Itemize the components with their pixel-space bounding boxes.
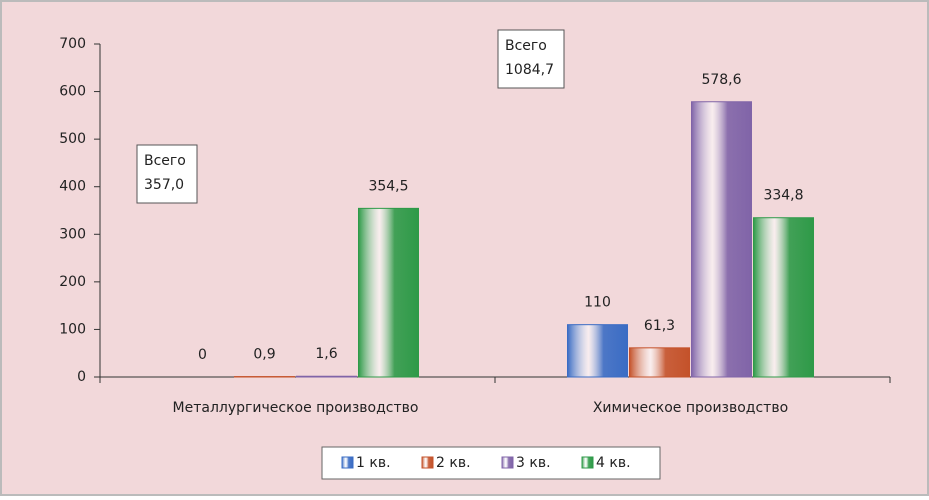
y-tick-label: 400 <box>59 179 86 195</box>
x-tick-label: Металлургическое производство <box>173 400 419 416</box>
bar <box>568 325 628 377</box>
data-label: 578,6 <box>701 72 741 88</box>
data-label: 61,3 <box>644 318 675 334</box>
y-tick-label: 200 <box>59 274 86 290</box>
bar <box>630 348 690 377</box>
data-label: 1,6 <box>315 346 337 362</box>
legend-swatch <box>502 457 513 468</box>
legend-swatch <box>342 457 353 468</box>
x-tick-label: Химическое производство <box>593 400 788 416</box>
annotation-text: 357,0 <box>144 177 184 193</box>
y-tick-label: 0 <box>77 369 86 385</box>
data-label: 110 <box>584 295 611 311</box>
legend-label: 4 кв. <box>596 455 631 471</box>
bar <box>692 102 752 377</box>
annotation-text: Всего <box>505 38 547 54</box>
legend-swatch <box>422 457 433 468</box>
data-label: 0,9 <box>253 347 275 363</box>
data-label: 334,8 <box>763 188 803 204</box>
y-tick-label: 100 <box>59 321 86 337</box>
bar <box>297 376 357 377</box>
data-label: 354,5 <box>368 178 408 194</box>
legend-label: 2 кв. <box>436 455 471 471</box>
annotation-text: Всего <box>144 153 186 169</box>
y-tick-label: 300 <box>59 226 86 242</box>
y-tick-label: 600 <box>59 84 86 100</box>
legend-swatch <box>582 457 593 468</box>
bar <box>359 208 419 377</box>
y-tick-label: 500 <box>59 131 86 147</box>
legend-label: 1 кв. <box>356 455 391 471</box>
y-tick-label: 700 <box>59 36 86 52</box>
legend-label: 3 кв. <box>516 455 551 471</box>
data-label: 0 <box>198 347 207 363</box>
bar <box>754 218 814 377</box>
annotation-text: 1084,7 <box>505 62 554 78</box>
